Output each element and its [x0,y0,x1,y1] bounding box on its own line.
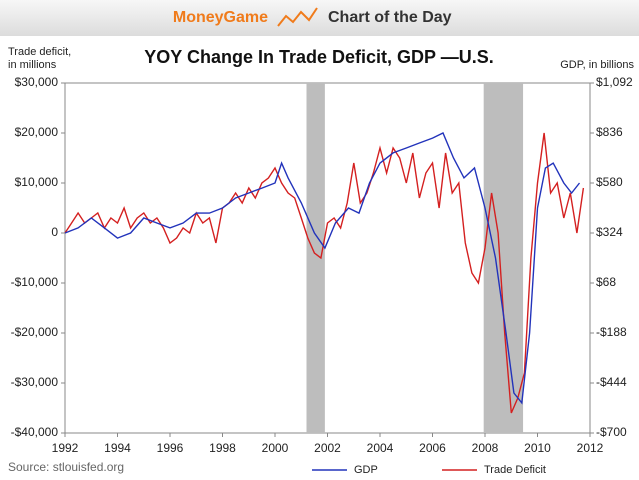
header-band [0,0,639,36]
source: Source: stlouisfed.org [8,460,124,474]
recession-band [306,83,325,433]
x-tick-label: 2006 [419,441,446,455]
y2-tick-label: $1,092 [596,75,633,89]
y2-tick-label: $324 [596,225,623,239]
legend-label: Trade Deficit [484,464,546,476]
x-tick-label: 2004 [367,441,394,455]
x-tick-label: 1998 [209,441,236,455]
chart-title: YOY Change In Trade Deficit, GDP —U.S. [144,47,493,67]
x-tick-label: 2002 [314,441,341,455]
series-line [64,132,585,414]
y-tick-label: $30,000 [15,75,59,89]
y-label: in millions [8,59,57,71]
x-tick-label: 1992 [52,441,79,455]
x-tick-label: 2008 [472,441,499,455]
y2-tick-label: -$444 [596,375,627,389]
y2-tick-label: -$700 [596,425,627,439]
x-tick-label: 2010 [524,441,551,455]
section: Chart of the Day [328,9,452,26]
recession-band [483,83,524,433]
y2-label: GDP, in billions [560,59,634,71]
y-tick-label: -$30,000 [11,375,59,389]
y-tick-label: -$20,000 [11,325,59,339]
y-tick-label: 0 [51,225,58,239]
y-label: Trade deficit, [8,46,71,58]
brand-icon [277,7,318,27]
series-line [64,132,581,405]
x-tick-label: 1994 [104,441,131,455]
y-tick-label: -$40,000 [11,425,59,439]
y2-tick-label: $68 [596,275,616,289]
legend-label: GDP [354,464,378,476]
y2-tick-label: $580 [596,175,623,189]
y2-tick-label: -$188 [596,325,627,339]
x-tick-label: 2000 [262,441,289,455]
y-tick-label: $20,000 [15,125,59,139]
x-tick-label: 1996 [157,441,184,455]
y2-tick-label: $836 [596,125,623,139]
x-tick-label: 2012 [577,441,604,455]
y-tick-label: $10,000 [15,175,59,189]
y-tick-label: -$10,000 [11,275,59,289]
brand: MoneyGame [173,9,268,26]
